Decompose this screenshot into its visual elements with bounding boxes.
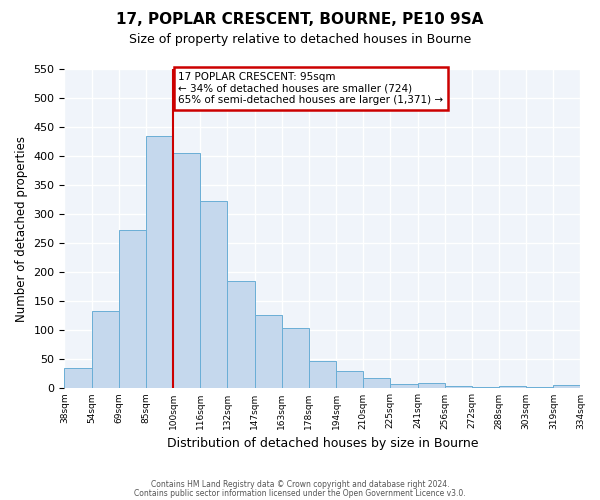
Y-axis label: Number of detached properties: Number of detached properties: [15, 136, 28, 322]
Bar: [282, 328, 309, 388]
Bar: [173, 153, 200, 388]
X-axis label: Distribution of detached houses by size in Bourne: Distribution of detached houses by size …: [167, 437, 478, 450]
Bar: [254, 315, 282, 388]
Bar: [64, 368, 92, 388]
Bar: [92, 311, 119, 388]
Bar: [363, 378, 391, 388]
Bar: [418, 383, 445, 388]
Bar: [499, 386, 526, 388]
Bar: [526, 387, 553, 388]
Bar: [391, 384, 418, 388]
Bar: [472, 387, 499, 388]
Bar: [336, 370, 363, 388]
Bar: [119, 230, 146, 388]
Bar: [200, 202, 227, 388]
Text: Contains public sector information licensed under the Open Government Licence v3: Contains public sector information licen…: [134, 489, 466, 498]
Text: Contains HM Land Registry data © Crown copyright and database right 2024.: Contains HM Land Registry data © Crown c…: [151, 480, 449, 489]
Bar: [553, 385, 580, 388]
Text: 17 POPLAR CRESCENT: 95sqm
← 34% of detached houses are smaller (724)
65% of semi: 17 POPLAR CRESCENT: 95sqm ← 34% of detac…: [178, 72, 443, 105]
Bar: [227, 282, 254, 388]
Text: 17, POPLAR CRESCENT, BOURNE, PE10 9SA: 17, POPLAR CRESCENT, BOURNE, PE10 9SA: [116, 12, 484, 28]
Bar: [309, 362, 336, 388]
Bar: [146, 136, 173, 388]
Bar: [445, 386, 472, 388]
Text: Size of property relative to detached houses in Bourne: Size of property relative to detached ho…: [129, 32, 471, 46]
